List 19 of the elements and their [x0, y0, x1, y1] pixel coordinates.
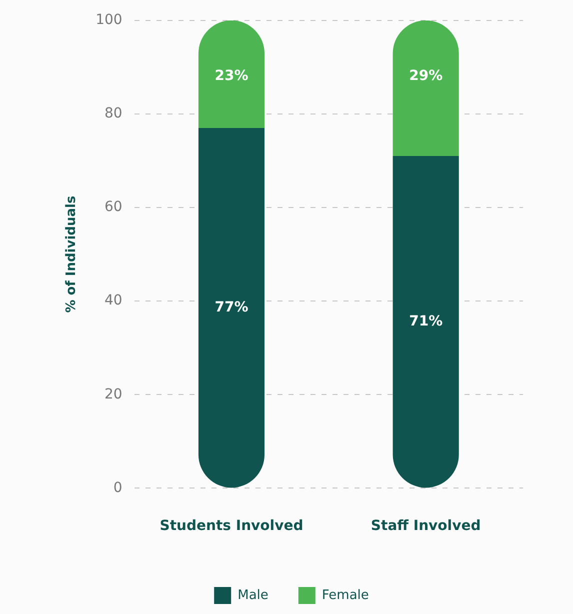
y-tick-label: 80 — [104, 106, 122, 122]
legend-label: Female — [322, 588, 369, 603]
bar — [198, 128, 265, 488]
data-label: 77% — [214, 299, 248, 316]
bar — [198, 20, 265, 128]
y-tick-label: 40 — [104, 292, 122, 309]
bar — [392, 156, 459, 488]
x-tick-label: Staff Involved — [370, 518, 481, 534]
y-tick-label: 20 — [104, 386, 122, 402]
data-label: 29% — [409, 68, 443, 84]
data-label: 23% — [214, 68, 248, 84]
y-tick-label: 100 — [96, 12, 122, 28]
y-tick-label: 60 — [104, 199, 122, 216]
bar — [392, 20, 459, 156]
y-axis-title: % of Individuals — [64, 196, 80, 313]
y-tick-label: 0 — [113, 480, 122, 496]
data-label: 71% — [409, 314, 443, 330]
x-tick-label: Students Involved — [160, 518, 304, 534]
legend-label: Male — [238, 588, 268, 603]
